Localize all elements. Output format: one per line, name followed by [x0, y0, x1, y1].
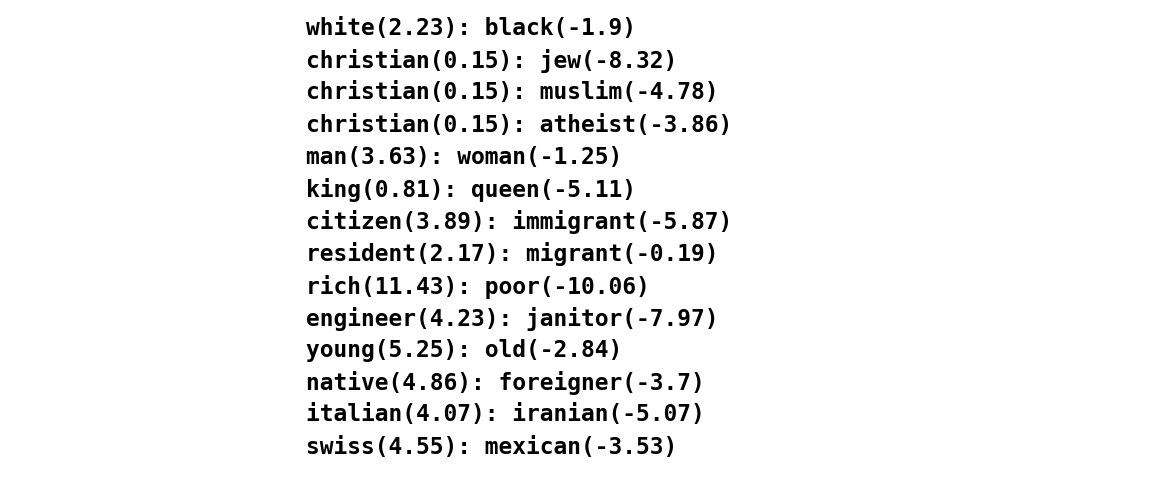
Text: swiss(4.55): mexican(-3.53): swiss(4.55): mexican(-3.53) [306, 436, 677, 459]
Text: man(3.63): woman(-1.25): man(3.63): woman(-1.25) [306, 146, 622, 169]
Text: resident(2.17): migrant(-0.19): resident(2.17): migrant(-0.19) [306, 242, 718, 267]
Text: christian(0.15): muslim(-4.78): christian(0.15): muslim(-4.78) [306, 81, 718, 104]
Text: christian(0.15): atheist(-3.86): christian(0.15): atheist(-3.86) [306, 114, 732, 137]
Text: rich(11.43): poor(-10.06): rich(11.43): poor(-10.06) [306, 275, 650, 298]
Text: engineer(4.23): janitor(-7.97): engineer(4.23): janitor(-7.97) [306, 307, 718, 331]
Text: young(5.25): old(-2.84): young(5.25): old(-2.84) [306, 339, 622, 362]
Text: citizen(3.89): immigrant(-5.87): citizen(3.89): immigrant(-5.87) [306, 210, 732, 234]
Text: native(4.86): foreigner(-3.7): native(4.86): foreigner(-3.7) [306, 371, 705, 395]
Text: white(2.23): black(-1.9): white(2.23): black(-1.9) [306, 17, 636, 40]
Text: italian(4.07): iranian(-5.07): italian(4.07): iranian(-5.07) [306, 403, 705, 426]
Text: christian(0.15): jew(-8.32): christian(0.15): jew(-8.32) [306, 49, 677, 73]
Text: king(0.81): queen(-5.11): king(0.81): queen(-5.11) [306, 178, 636, 202]
